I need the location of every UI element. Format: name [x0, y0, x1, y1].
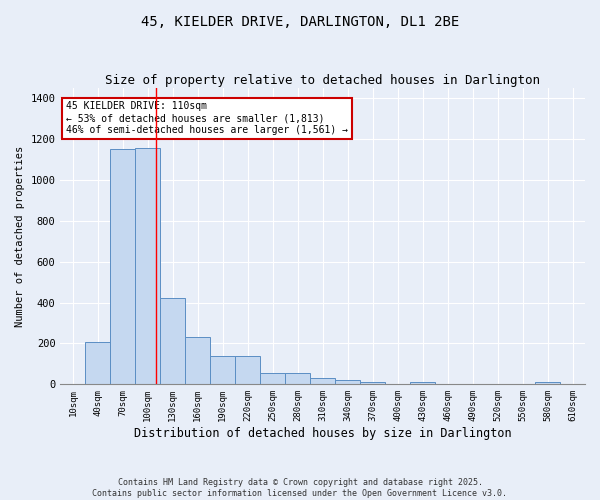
Text: 45 KIELDER DRIVE: 110sqm
← 53% of detached houses are smaller (1,813)
46% of sem: 45 KIELDER DRIVE: 110sqm ← 53% of detach…: [65, 102, 347, 134]
Bar: [360, 382, 385, 384]
Bar: [110, 150, 136, 384]
Bar: [185, 338, 210, 384]
Bar: [160, 298, 185, 384]
Bar: [235, 356, 260, 384]
Bar: [210, 356, 235, 384]
Bar: [335, 380, 360, 384]
Bar: [285, 373, 310, 384]
Bar: [410, 382, 435, 384]
Bar: [136, 148, 160, 384]
Bar: [310, 378, 335, 384]
Bar: [535, 382, 560, 384]
Text: Contains HM Land Registry data © Crown copyright and database right 2025.
Contai: Contains HM Land Registry data © Crown c…: [92, 478, 508, 498]
Title: Size of property relative to detached houses in Darlington: Size of property relative to detached ho…: [105, 74, 540, 87]
Bar: [260, 373, 285, 384]
Y-axis label: Number of detached properties: Number of detached properties: [15, 146, 25, 327]
Text: 45, KIELDER DRIVE, DARLINGTON, DL1 2BE: 45, KIELDER DRIVE, DARLINGTON, DL1 2BE: [141, 15, 459, 29]
X-axis label: Distribution of detached houses by size in Darlington: Distribution of detached houses by size …: [134, 427, 512, 440]
Bar: [85, 342, 110, 384]
